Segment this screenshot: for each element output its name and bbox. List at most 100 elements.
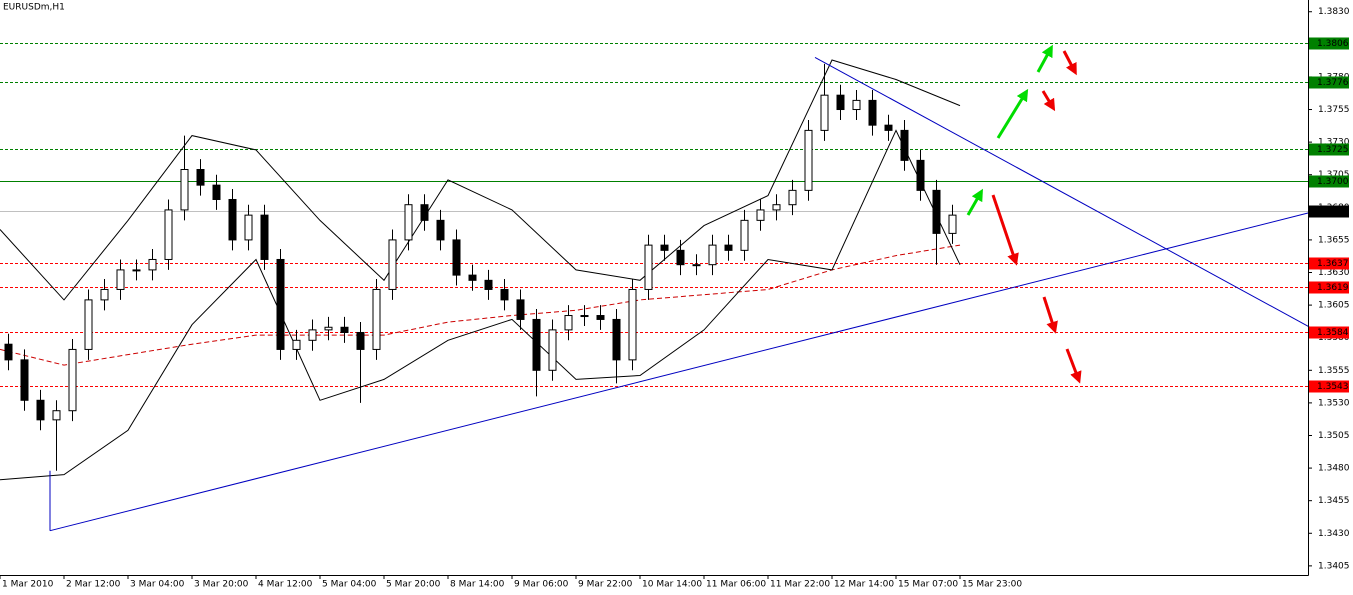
candle-body xyxy=(212,184,221,200)
candle-body xyxy=(452,239,461,276)
candle-body xyxy=(500,288,509,301)
price-label-box xyxy=(1309,380,1349,393)
candle-body xyxy=(788,189,797,206)
candle-body xyxy=(100,288,109,301)
x-tick-label: 11 Mar 06:00 xyxy=(706,580,766,590)
candle-body xyxy=(820,94,829,131)
indicator-line xyxy=(0,244,961,366)
price-label-box xyxy=(1309,281,1349,294)
y-tick-label: 1.3630 xyxy=(1318,268,1350,278)
candle-body xyxy=(644,244,653,290)
candle-body xyxy=(868,99,877,126)
arrow-down xyxy=(1065,348,1082,384)
x-tick-label: 4 Mar 12:00 xyxy=(258,580,313,590)
x-tick-label: 5 Mar 04:00 xyxy=(322,580,377,590)
price-label: 1.3637 xyxy=(1317,259,1349,269)
candle-body xyxy=(852,99,861,111)
x-tick-label: 3 Mar 20:00 xyxy=(194,580,249,590)
y-tick-label: 1.3830 xyxy=(1318,7,1350,17)
x-tick-label: 1 Mar 2010 xyxy=(2,580,54,590)
candle-body xyxy=(676,249,685,266)
candle-body xyxy=(132,269,141,272)
arrow-up xyxy=(966,188,983,216)
price-label-box xyxy=(1309,257,1349,270)
price-label: 1.3584 xyxy=(1317,328,1349,338)
arrow-down xyxy=(1062,50,1077,76)
x-tick-label: 10 Mar 14:00 xyxy=(642,580,702,590)
x-tick-label: 15 Mar 23:00 xyxy=(962,580,1022,590)
arrow-up xyxy=(996,88,1029,139)
candle-body xyxy=(404,204,413,241)
candle-body xyxy=(884,124,893,131)
candle-body xyxy=(516,299,525,320)
x-tick-label: 9 Mar 22:00 xyxy=(578,580,633,590)
indicator-line xyxy=(0,59,961,301)
y-tick-label: 1.3405 xyxy=(1318,561,1350,571)
chart-title: EURUSDm,H1 xyxy=(3,3,65,13)
candle-body xyxy=(20,359,29,401)
x-tick-label: 2 Mar 12:00 xyxy=(66,580,121,590)
candle-body xyxy=(36,399,45,421)
price-label-box xyxy=(1309,76,1349,89)
x-tick-label: 15 Mar 07:00 xyxy=(898,580,958,590)
candle-body xyxy=(436,219,445,241)
price-label-box xyxy=(1309,326,1349,339)
candle-body xyxy=(164,209,173,260)
candle-body xyxy=(580,315,589,318)
x-tick-label: 8 Mar 14:00 xyxy=(450,580,505,590)
price-label: 1.3725 xyxy=(1317,145,1349,155)
price-label-box xyxy=(1309,143,1349,156)
candle-body xyxy=(484,279,493,290)
y-tick-label: 1.3555 xyxy=(1318,366,1350,376)
arrow-down xyxy=(991,194,1019,266)
candle-body xyxy=(68,348,77,412)
candle-body xyxy=(340,326,349,333)
candle-body xyxy=(916,159,925,191)
candle-body xyxy=(372,288,381,350)
candle-body xyxy=(612,318,621,361)
price-label: 1.3543 xyxy=(1317,382,1349,392)
candle-body xyxy=(276,258,285,350)
candle-body xyxy=(468,274,477,281)
x-tick-label: 3 Mar 04:00 xyxy=(130,580,185,590)
y-tick-label: 1.3530 xyxy=(1318,398,1350,408)
indicator-line xyxy=(0,129,961,481)
candle-body xyxy=(84,299,93,350)
y-tick-label: 1.3705 xyxy=(1318,170,1350,180)
candle-body xyxy=(628,288,637,361)
candle-body xyxy=(548,329,557,371)
x-tick-label: 9 Mar 06:00 xyxy=(514,580,569,590)
candle-body xyxy=(308,329,317,341)
price-label-box xyxy=(1309,175,1349,188)
annotation-arrows xyxy=(966,44,1082,384)
candle-body xyxy=(596,315,605,320)
x-tick-label: 12 Mar 14:00 xyxy=(834,580,894,590)
trend-line xyxy=(49,212,1311,532)
candle-body xyxy=(244,214,253,241)
price-label-box xyxy=(1309,37,1349,50)
candle-body xyxy=(804,129,813,191)
arrow-down xyxy=(1041,90,1056,112)
candle-body xyxy=(228,198,237,241)
y-tick-label: 1.3655 xyxy=(1318,235,1350,245)
trend-line xyxy=(814,56,1311,328)
y-tick-label: 1.3505 xyxy=(1318,431,1350,441)
candle-body xyxy=(756,209,765,221)
candle-body xyxy=(116,269,125,290)
y-tick-label: 1.3430 xyxy=(1318,529,1350,539)
candle-body xyxy=(772,204,781,211)
candle-body xyxy=(4,343,13,361)
candle-body xyxy=(948,214,957,234)
candle-body xyxy=(708,244,717,266)
candle-body xyxy=(836,94,845,111)
candle-body xyxy=(356,331,365,350)
price-label: 1.3776 xyxy=(1317,78,1349,88)
price-label-box xyxy=(1309,205,1349,218)
candle-body xyxy=(532,318,541,371)
x-tick-label: 11 Mar 22:00 xyxy=(770,580,830,590)
y-tick-label: 1.3480 xyxy=(1318,464,1350,474)
y-tick-label: 1.3605 xyxy=(1318,301,1350,311)
y-tick-label: 1.3730 xyxy=(1318,138,1350,148)
candle-body xyxy=(564,315,573,331)
